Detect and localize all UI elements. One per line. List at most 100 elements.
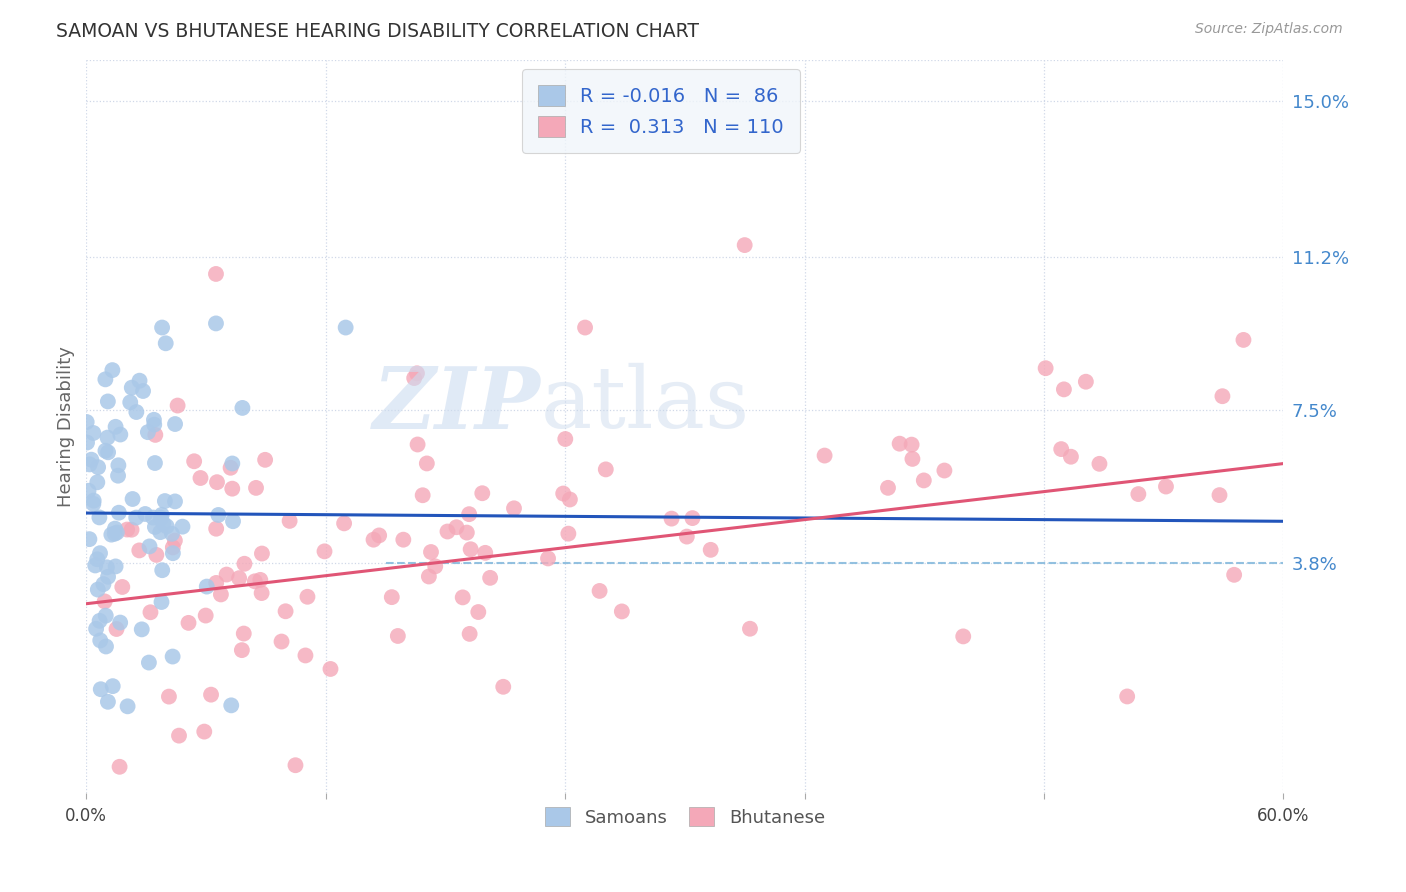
Text: Source: ZipAtlas.com: Source: ZipAtlas.com	[1195, 22, 1343, 37]
Point	[222, 514, 245, 528]
Point	[934, 463, 956, 477]
Point	[221, 482, 243, 496]
Point	[1154, 479, 1177, 493]
Point	[108, 615, 131, 630]
Point	[699, 542, 721, 557]
Point	[94, 640, 117, 654]
Point	[157, 690, 180, 704]
Point	[381, 590, 404, 604]
Point	[150, 320, 173, 334]
Point	[245, 481, 267, 495]
Point	[138, 540, 160, 554]
Point	[420, 545, 443, 559]
Point	[1035, 361, 1057, 376]
Point	[162, 541, 184, 555]
Text: ZIP: ZIP	[374, 363, 541, 446]
Point	[557, 526, 579, 541]
Point	[474, 546, 496, 560]
Point	[1050, 442, 1073, 456]
Point	[492, 680, 515, 694]
Point	[96, 431, 118, 445]
Point	[406, 437, 429, 451]
Point	[205, 576, 228, 591]
Point	[595, 462, 617, 476]
Point	[193, 724, 215, 739]
Point	[284, 758, 307, 772]
Point	[136, 425, 159, 439]
Point	[150, 595, 173, 609]
Point	[446, 520, 468, 534]
Point	[682, 511, 704, 525]
Point	[249, 573, 271, 587]
Point	[183, 454, 205, 468]
Point	[190, 471, 212, 485]
Point	[734, 238, 756, 252]
Point	[94, 443, 117, 458]
Point	[588, 583, 610, 598]
Point	[150, 508, 173, 522]
Point	[156, 519, 179, 533]
Text: SAMOAN VS BHUTANESE HEARING DISABILITY CORRELATION CHART: SAMOAN VS BHUTANESE HEARING DISABILITY C…	[56, 22, 699, 41]
Point	[451, 591, 474, 605]
Point	[100, 527, 122, 541]
Point	[79, 532, 101, 546]
Point	[86, 552, 108, 566]
Point	[84, 558, 107, 573]
Point	[387, 629, 409, 643]
Point	[76, 435, 98, 450]
Point	[813, 449, 835, 463]
Point	[125, 510, 148, 524]
Point	[111, 580, 134, 594]
Point	[537, 551, 560, 566]
Point	[215, 567, 238, 582]
Point	[406, 366, 429, 380]
Point	[250, 586, 273, 600]
Point	[132, 384, 155, 398]
Point	[877, 481, 900, 495]
Point	[143, 520, 166, 534]
Point	[231, 401, 253, 415]
Point	[1232, 333, 1254, 347]
Point	[153, 494, 176, 508]
Point	[82, 497, 104, 511]
Point	[150, 563, 173, 577]
Point	[418, 569, 440, 583]
Point	[1088, 457, 1111, 471]
Point	[221, 457, 243, 471]
Point	[503, 501, 526, 516]
Point	[165, 417, 187, 431]
Point	[661, 511, 683, 525]
Point	[460, 542, 482, 557]
Point	[117, 699, 139, 714]
Point	[250, 547, 273, 561]
Point	[207, 508, 229, 522]
Point	[104, 419, 127, 434]
Point	[458, 627, 481, 641]
Point	[335, 320, 357, 334]
Point	[139, 605, 162, 619]
Point	[89, 510, 111, 524]
Point	[574, 320, 596, 334]
Point	[479, 571, 502, 585]
Point	[97, 695, 120, 709]
Point	[177, 615, 200, 630]
Point	[554, 432, 576, 446]
Point	[97, 394, 120, 409]
Point	[145, 548, 167, 562]
Point	[110, 427, 132, 442]
Point	[1116, 690, 1139, 704]
Point	[889, 436, 911, 450]
Point	[89, 546, 111, 560]
Point	[104, 522, 127, 536]
Point	[105, 622, 128, 636]
Point	[121, 523, 143, 537]
Point	[194, 608, 217, 623]
Point	[205, 522, 228, 536]
Point	[294, 648, 316, 663]
Point	[363, 533, 385, 547]
Point	[297, 590, 319, 604]
Point	[205, 475, 228, 490]
Point	[231, 643, 253, 657]
Point	[219, 698, 242, 713]
Point	[97, 570, 120, 584]
